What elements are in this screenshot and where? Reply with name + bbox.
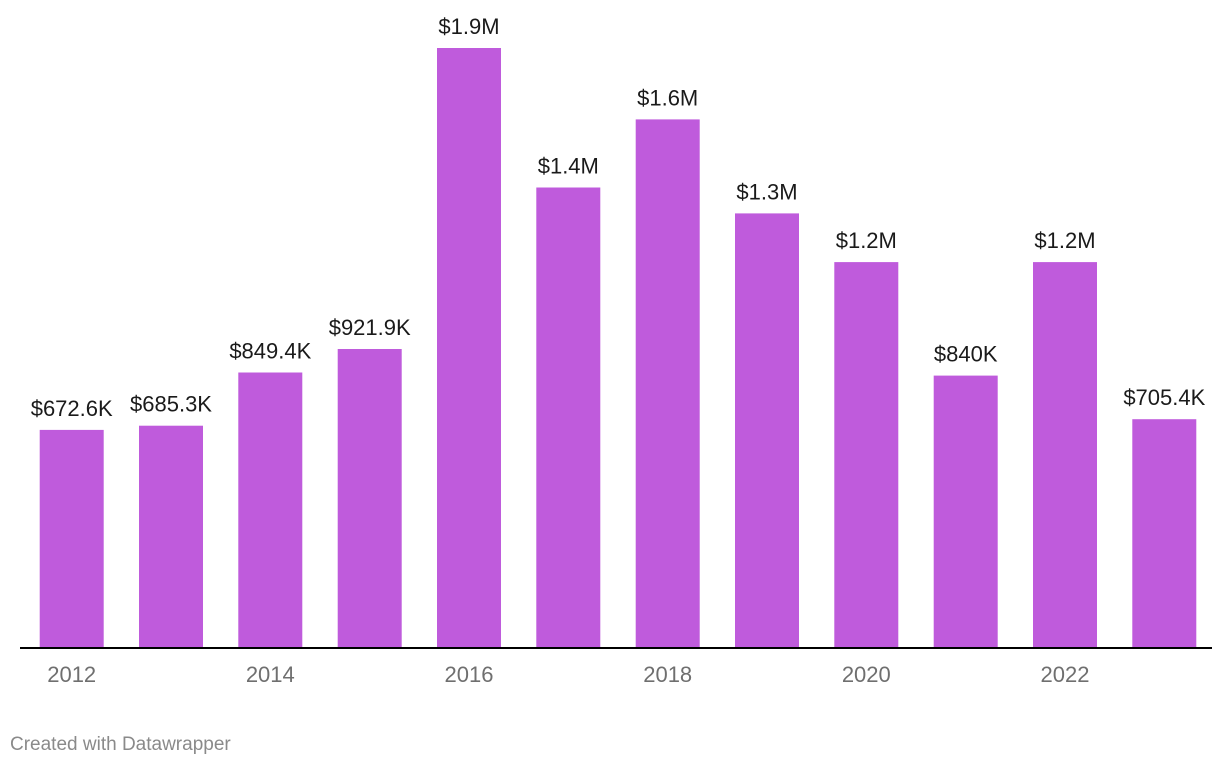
bar-2015 <box>337 349 402 648</box>
data-label-2015: $921.9K <box>329 315 411 340</box>
bar-2019 <box>735 213 799 648</box>
data-label-2016: $1.9M <box>438 14 499 39</box>
bar-2020 <box>834 262 899 648</box>
x-tick-label-2018: 2018 <box>643 662 692 687</box>
data-label-2017: $1.4M <box>538 154 599 179</box>
data-label-2019: $1.3M <box>736 179 797 204</box>
data-label-2013: $685.3K <box>130 392 212 417</box>
data-label-2014: $849.4K <box>229 339 311 364</box>
data-label-2020: $1.2M <box>836 228 897 253</box>
bar-2012 <box>39 429 104 648</box>
bar-2016 <box>437 48 501 648</box>
x-tick-labels-group: 2012 2014 2016 2018 2020 2022 <box>47 662 1089 687</box>
bar-2013 <box>139 425 203 648</box>
bars-group <box>39 48 1197 648</box>
x-tick-label-2020: 2020 <box>842 662 891 687</box>
datawrapper-credit: Created with Datawrapper <box>10 734 231 755</box>
data-label-2012: $672.6K <box>31 396 113 421</box>
bar-2017 <box>536 187 601 648</box>
bar-2014 <box>238 372 303 648</box>
data-labels-group: $672.6K $685.3K $849.4K $921.9K $1.9M $1.4M $1… <box>31 14 1206 421</box>
x-tick-label-2012: 2012 <box>47 662 96 687</box>
data-label-2023: $705.4K <box>1123 385 1205 410</box>
data-label-2022: $1.2M <box>1034 228 1095 253</box>
x-tick-label-2014: 2014 <box>246 662 295 687</box>
x-tick-label-2016: 2016 <box>445 662 494 687</box>
bar-2021 <box>933 375 998 648</box>
data-label-2018: $1.6M <box>637 85 698 110</box>
data-label-2021: $840K <box>934 342 998 367</box>
bar-chart: $672.6K $685.3K $849.4K $921.9K $1.9M $1.4M $1… <box>20 14 1212 687</box>
bar-2022 <box>1033 262 1097 648</box>
x-tick-label-2022: 2022 <box>1041 662 1090 687</box>
bar-2018 <box>635 119 700 648</box>
bar-2023 <box>1132 419 1197 648</box>
